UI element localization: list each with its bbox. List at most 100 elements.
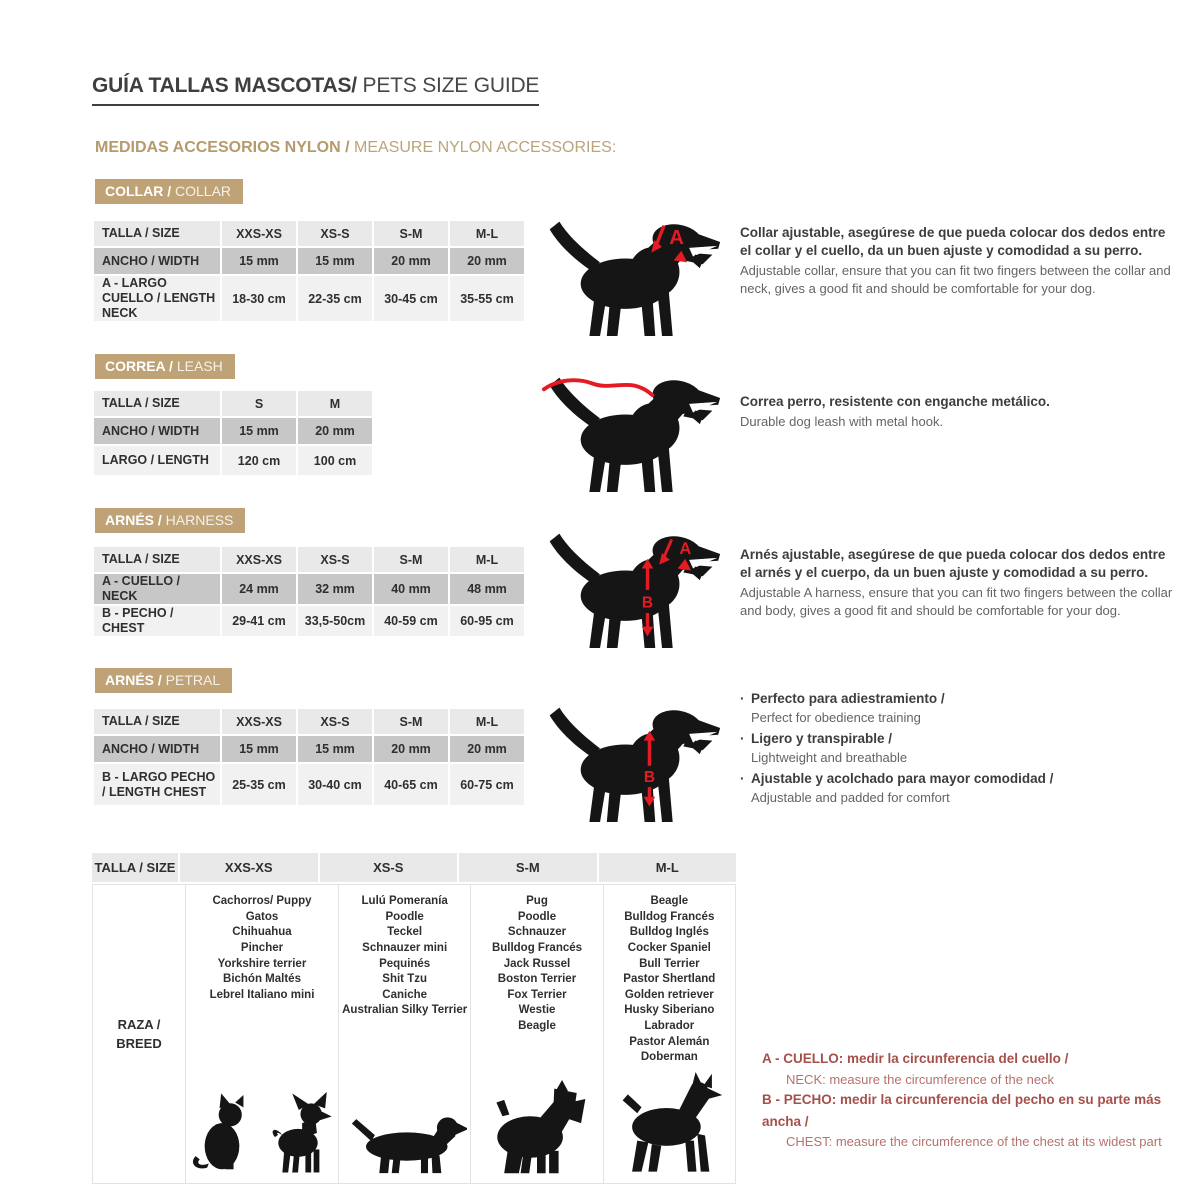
petral-measure-marker: B: [643, 730, 656, 807]
list-item: Perfecto para adiestramiento / Perfect f…: [740, 690, 1174, 727]
table-cell: TALLA / SIZE: [94, 547, 220, 572]
breed-item: Chihuahua: [232, 926, 292, 939]
list-item: Ajustable y acolchado para mayor comodid…: [740, 770, 1174, 807]
harness-measure-marker: A B: [641, 538, 691, 637]
table-cell: TALLA / SIZE: [92, 853, 178, 882]
breed-list: Cachorros/ Puppy Gatos Chihuahua Pincher…: [210, 894, 315, 1003]
table-cell: B - LARGO PECHO / LENGTH CHEST: [94, 764, 220, 805]
table-row: ANCHO / WIDTH 15 mm 20 mm: [94, 418, 372, 444]
table-cell: XS-S: [319, 853, 457, 882]
measure-a-marker: A: [679, 540, 691, 558]
breed-column-xs-s: Lulú Pomeranía Poodle Teckel Schnauzer m…: [338, 885, 470, 1183]
breed-item: Pequinés: [379, 957, 431, 970]
table-cell: XS-S: [298, 547, 372, 572]
breed-size-table: TALLA / SIZE XXS-XS XS-S S-M M-L RAZA / …: [92, 853, 736, 1184]
breed-item: Schnauzer: [507, 926, 567, 939]
description-en: Adjustable A harness, ensure that you ca…: [740, 585, 1173, 618]
breed-item: Bulldog Francés: [624, 910, 715, 923]
table-cell: TALLA / SIZE: [94, 709, 220, 734]
table-cell: 32 mm: [298, 574, 372, 604]
badge-label-es: CORREA /: [105, 358, 173, 374]
table-cell: 15 mm: [222, 418, 296, 444]
leash-description: Correa perro, resistente con enganche me…: [740, 393, 1174, 431]
table-cell: 40-59 cm: [374, 606, 448, 636]
table-cell: 18-30 cm: [222, 276, 296, 321]
page-subtitle: MEDIDAS ACCESORIOS NYLON / MEASURE NYLON…: [95, 139, 616, 157]
breed-item: Lebrel Italiano mini: [209, 988, 315, 1001]
cat-silhouette: [192, 1093, 244, 1170]
breed-item: Pastor Shertland: [623, 973, 716, 986]
breed-item: Fox Terrier: [507, 988, 567, 1001]
dog-petral-illustration: B: [549, 706, 721, 822]
table-row: TALLA / SIZE XXS-XS XS-S S-M M-L: [94, 709, 524, 734]
table-cell: B - PECHO / CHEST: [94, 606, 220, 636]
table-cell: A - LARGO CUELLO / LENGTH NECK: [94, 276, 220, 321]
table-row: LARGO / LENGTH 120 cm 100 cm: [94, 446, 372, 475]
badge-label-es: ARNÉS /: [105, 672, 162, 688]
table-cell: S-M: [374, 547, 448, 572]
breed-table-body: RAZA / BREED Cachorros/ Puppy Gatos Chih…: [92, 884, 736, 1184]
table-cell: S-M: [374, 709, 448, 734]
table-row: TALLA / SIZE XXS-XS XS-S S-M M-L: [94, 547, 524, 572]
table-cell: 30-40 cm: [298, 764, 372, 805]
breed-item: Golden retriever: [624, 988, 714, 1001]
breed-item: Cachorros/ Puppy: [212, 895, 312, 907]
breed-item: Labrador: [644, 1020, 695, 1032]
table-cell: 33,5-50cm: [298, 606, 372, 636]
page-title-en: PETS SIZE GUIDE: [356, 74, 540, 97]
table-cell: 20 mm: [298, 418, 372, 444]
table-cell: 120 cm: [222, 446, 296, 475]
breed-item: Bichón Maltés: [223, 973, 301, 986]
breed-column-m-l: Beagle Bulldog Francés Bulldog Inglés Co…: [602, 885, 735, 1183]
table-cell: TALLA / SIZE: [94, 391, 220, 416]
breed-item: Teckel: [387, 926, 423, 939]
breed-row-label-cell: RAZA / BREED: [93, 885, 185, 1183]
page-subtitle-es: MEDIDAS ACCESORIOS NYLON /: [95, 139, 350, 156]
table-cell: LARGO / LENGTH: [94, 446, 220, 475]
breed-item: Lulú Pomeranía: [361, 895, 448, 907]
table-row: A - CUELLO / NECK 24 mm 32 mm 40 mm 48 m…: [94, 574, 524, 604]
breed-item: Yorkshire terrier: [217, 957, 307, 970]
feature-en: Adjustable and padded for comfort: [751, 790, 950, 806]
schnauzer-silhouette: [496, 1079, 586, 1174]
breed-item: Pug: [526, 895, 548, 907]
table-cell: ANCHO / WIDTH: [94, 248, 220, 274]
breed-item: Cocker Spaniel: [627, 941, 711, 954]
breed-item: Bulldog Inglés: [629, 926, 709, 939]
breed-item: Westie: [518, 1004, 556, 1017]
table-cell: 30-45 cm: [374, 276, 448, 321]
dachshund-silhouette: [351, 1117, 467, 1174]
table-cell: 15 mm: [298, 736, 372, 762]
description-en: Adjustable collar, ensure that you can f…: [740, 263, 1171, 296]
table-cell: A - CUELLO / NECK: [94, 574, 220, 604]
breed-item: Beagle: [518, 1020, 556, 1032]
breed-item: Caniche: [382, 988, 428, 1001]
table-cell: 20 mm: [450, 248, 524, 274]
section-badge-petral: ARNÉS / PETRAL: [95, 668, 233, 693]
table-cell: 22-35 cm: [298, 276, 372, 321]
table-cell: S-M: [459, 853, 597, 882]
table-cell: ANCHO / WIDTH: [94, 736, 220, 762]
table-row: ANCHO / WIDTH 15 mm 15 mm 20 mm 20 mm: [94, 736, 524, 762]
measure-b-marker: B: [644, 769, 655, 786]
list-item: Ligero y transpirable / Lightweight and …: [740, 730, 1174, 767]
breed-list: Lulú Pomeranía Poodle Teckel Schnauzer m…: [342, 894, 467, 1019]
description-en: Durable dog leash with metal hook.: [740, 414, 944, 430]
note-en: CHEST: measure the circumference of the …: [786, 1134, 1162, 1150]
breed-item: Australian Silky Terrier: [342, 1004, 468, 1017]
table-cell: 100 cm: [298, 446, 372, 475]
table-cell: ANCHO / WIDTH: [94, 418, 220, 444]
breed-item: Gatos: [245, 910, 279, 923]
table-cell: XXS-XS: [222, 221, 296, 246]
table-cell: 48 mm: [450, 574, 524, 604]
section-badge-leash: CORREA / LEASH: [95, 354, 235, 379]
feature-es: Ligero y transpirable /: [740, 730, 1174, 749]
table-cell: 24 mm: [222, 574, 296, 604]
collar-size-table: TALLA / SIZE XXS-XS XS-S S-M M-L ANCHO /…: [92, 219, 526, 323]
table-cell: S-M: [374, 221, 448, 246]
dog-leash-illustration: [541, 376, 721, 492]
badge-label-en: PETRAL: [161, 672, 221, 688]
table-cell: XS-S: [298, 709, 372, 734]
section-badge-collar: COLLAR / COLLAR: [95, 179, 244, 204]
